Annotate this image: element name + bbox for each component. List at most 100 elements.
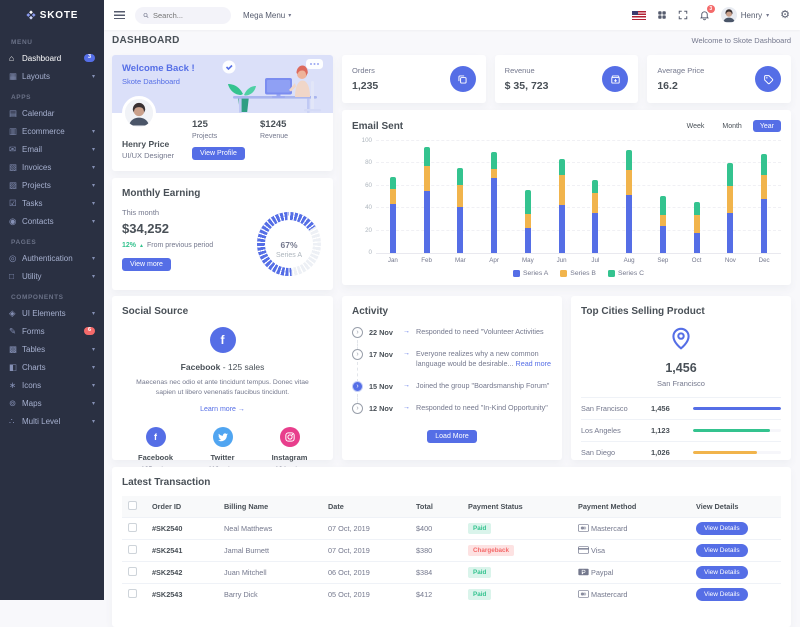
bar-dec[interactable] <box>761 154 768 253</box>
stat-card-average-price: Average Price 16.2 <box>647 55 792 103</box>
activity-item: › 17 Nov → Everyone realizes why a new c… <box>352 349 552 382</box>
brand-logo[interactable]: SKOTE <box>0 0 104 30</box>
cart-icon: ▥ <box>9 125 18 136</box>
y-axis-tick: 100 <box>361 137 372 144</box>
bar-nov[interactable] <box>727 163 734 253</box>
activity-text: Responded to need "In-Kind Opportunity" <box>416 402 548 412</box>
language-flag-icon[interactable] <box>631 10 646 20</box>
sidebar-item-projects[interactable]: ▨ Projects ▾ <box>9 179 95 190</box>
view-more-button[interactable]: View more <box>122 258 171 271</box>
gridline <box>376 229 781 231</box>
sidebar-item-utility[interactable]: □ Utility ▾ <box>9 271 95 281</box>
instagram-icon <box>279 427 300 448</box>
archive-icon <box>602 66 629 92</box>
arrow-right-icon: → <box>403 381 410 389</box>
sidebar-item-charts[interactable]: ◧ Charts ▾ <box>9 361 95 372</box>
row-checkbox[interactable] <box>128 567 137 576</box>
search-box[interactable] <box>135 6 231 24</box>
stat-value: $ 35, 723 <box>504 80 549 92</box>
sidebar-item-ui-elements[interactable]: ◈ UI Elements ▾ <box>9 307 95 318</box>
arrow-up-icon: ▲ <box>139 242 144 249</box>
sidebar-item-calendar[interactable]: ▤ Calendar <box>9 107 55 118</box>
copy-icon <box>449 66 476 92</box>
activity-card: Activity › 22 Nov → Responded to need "V… <box>342 296 562 460</box>
range-year-button[interactable]: Year <box>752 120 781 132</box>
bar-may[interactable] <box>524 190 531 253</box>
sidebar-item-email[interactable]: ✉ Email ▾ <box>9 143 95 154</box>
bar-apr[interactable] <box>491 152 498 253</box>
sidebar-item-layouts[interactable]: ▦ Layouts ▾ <box>9 70 95 81</box>
city-name: San Francisco <box>581 404 628 413</box>
sidebar-item-maps[interactable]: ⊚ Maps ▾ <box>9 397 95 408</box>
order-total: $384 <box>410 561 462 584</box>
read-more-link[interactable]: Read more <box>515 359 552 369</box>
fullscreen-icon[interactable] <box>678 10 688 20</box>
bar-oct[interactable] <box>693 201 700 253</box>
sidebar-item-tables[interactable]: ▩ Tables ▾ <box>9 343 95 354</box>
revenue-label: Revenue <box>260 133 289 140</box>
row-checkbox[interactable] <box>128 589 137 599</box>
settings-gear-icon[interactable]: ⚙ <box>780 8 790 21</box>
view-details-button[interactable]: View Details <box>696 522 748 535</box>
range-month-button[interactable]: Month <box>715 120 748 132</box>
sidebar-item-authentication[interactable]: ◎ Authentication ▾ <box>9 252 95 263</box>
radial-series-label: Series A <box>275 251 303 259</box>
bar-jan[interactable] <box>389 176 396 253</box>
sidebar-item-dashboard[interactable]: ⌂ Dashboard 3 <box>0 49 104 67</box>
range-week-button[interactable]: Week <box>680 120 712 132</box>
home-icon: ⌂ <box>9 53 15 63</box>
user-circle-icon: ◎ <box>9 252 17 263</box>
facebook-icon: f <box>209 327 236 353</box>
bar-aug[interactable] <box>626 150 633 253</box>
city-value: 1,456 <box>651 404 670 413</box>
view-profile-button[interactable]: View Profile <box>192 147 245 160</box>
sidebar-item-invoices[interactable]: ▧ Invoices ▾ <box>9 161 95 172</box>
row-checkbox[interactable] <box>128 545 137 554</box>
x-axis-tick: Mar <box>455 257 466 264</box>
bar-sep[interactable] <box>659 195 666 253</box>
view-details-button[interactable]: View Details <box>696 566 748 579</box>
search-input[interactable] <box>153 10 223 20</box>
row-checkbox[interactable] <box>128 523 137 532</box>
email-sent-title: Email Sent <box>352 120 404 132</box>
sidebar-section-apps: APPS <box>11 94 32 101</box>
sidebar: SKOTE MENU ⌂ Dashboard 3 ▦ Layouts ▾ APP… <box>0 0 104 600</box>
learn-more-link[interactable]: Learn more → <box>200 406 245 414</box>
sidebar-item-forms[interactable]: ✎ Forms 6 <box>0 322 104 340</box>
paypal-icon <box>578 568 589 578</box>
sidebar-item-ecommerce[interactable]: ▥ Ecommerce ▾ <box>9 125 95 136</box>
bar-mar[interactable] <box>457 167 464 253</box>
city-row-san-diego: San Diego 1,026 <box>581 441 781 463</box>
sidebar-section-components: COMPONENTS <box>11 294 64 301</box>
bar-feb[interactable] <box>423 146 430 253</box>
column-header-total: Total <box>410 496 462 518</box>
sidebar-item-contacts[interactable]: ◉ Contacts ▾ <box>9 215 95 226</box>
top-cities-title: Top Cities Selling Product <box>581 306 705 317</box>
sidebar-item-tasks[interactable]: ☑ Tasks ▾ <box>9 197 95 208</box>
sidebar-item-multi-level[interactable]: ∴ Multi Level ▾ <box>9 415 95 426</box>
bar-jun[interactable] <box>558 158 565 253</box>
load-more-button[interactable]: Load More <box>427 429 477 443</box>
latest-transaction-title: Latest Transaction <box>122 477 211 488</box>
monthly-earning-card: Monthly Earning This month $34,252 12% ▲… <box>112 178 333 290</box>
apps-grid-icon[interactable] <box>657 10 667 20</box>
sidebar-item-icons[interactable]: ∗ Icons ▾ <box>9 379 95 390</box>
view-details-button[interactable]: View Details <box>696 588 748 602</box>
notifications-bell-icon[interactable]: 3 <box>699 5 715 21</box>
menu-toggle-icon[interactable] <box>114 11 125 19</box>
user-menu-button[interactable]: Henry ▾ <box>720 7 769 23</box>
x-axis-tick: Aug <box>623 257 635 264</box>
view-details-button[interactable]: View Details <box>696 544 748 557</box>
calendar-icon: ▤ <box>9 107 18 118</box>
stat-value: 1,235 <box>352 80 379 92</box>
chevron-down-icon: ▾ <box>91 182 95 189</box>
mega-menu-button[interactable]: Mega Menu ▾ <box>243 10 292 20</box>
x-axis-tick: Sep <box>657 257 669 264</box>
chevron-down-icon: ▾ <box>91 146 95 153</box>
gridline <box>376 162 781 164</box>
transaction-row: #SK2541 Jamal Burnett 07 Oct, 2019 $380 … <box>122 539 781 562</box>
select-all-checkbox[interactable] <box>128 501 137 510</box>
welcome-illustration <box>222 59 323 113</box>
bar-jul[interactable] <box>592 180 599 253</box>
network-name: Twitter <box>210 453 235 463</box>
